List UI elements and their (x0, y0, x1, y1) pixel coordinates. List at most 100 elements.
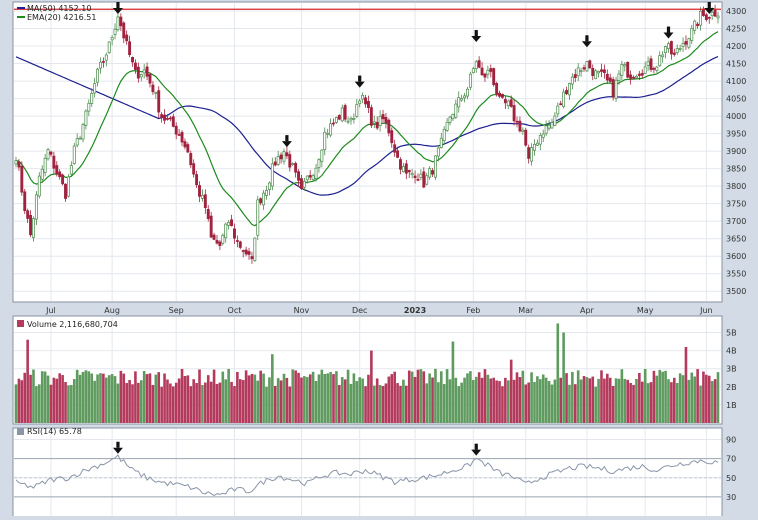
candle (500, 93, 504, 99)
candle (334, 116, 338, 124)
candle (337, 114, 341, 121)
candle (282, 148, 286, 165)
volume-bar (145, 374, 149, 423)
volume-bar (171, 386, 175, 423)
volume-bar (177, 378, 181, 423)
candle (614, 76, 618, 102)
candle (387, 118, 391, 137)
volume-bar (128, 380, 131, 423)
volume-bar (495, 380, 498, 423)
candle (530, 143, 534, 166)
volume-bar (317, 374, 321, 423)
candle (445, 118, 449, 132)
volume-bar (244, 370, 248, 423)
volume-bar (198, 369, 201, 423)
candle (195, 170, 199, 188)
candle (483, 72, 487, 82)
volume-bar (617, 378, 621, 423)
volume-bar (154, 374, 158, 423)
volume-bar (375, 378, 379, 423)
volume-bar (268, 377, 271, 423)
volume-bar (416, 369, 420, 423)
candle (332, 118, 335, 127)
volume-bar (509, 359, 513, 423)
date-tick-label: Sep (169, 306, 184, 315)
volume-bar (582, 376, 586, 423)
candle (227, 219, 231, 230)
candle (61, 173, 65, 186)
volume-bar (189, 386, 193, 423)
volume-bar (673, 377, 676, 423)
volume-bar (282, 373, 286, 423)
volume-bar (521, 370, 525, 423)
volume-bar (271, 354, 274, 423)
candle (78, 135, 82, 140)
rsi-tick-label: 70 (726, 455, 736, 464)
volume-bar (78, 374, 82, 423)
candle (58, 169, 62, 180)
volume-bar (58, 373, 61, 423)
volume-bar (533, 382, 536, 423)
price-tick-label: 3550 (726, 270, 746, 279)
volume-bar (629, 382, 632, 423)
volume-bar (81, 371, 85, 423)
date-tick-label: Dec (352, 306, 367, 315)
volume-bar (463, 377, 466, 423)
candle (605, 69, 609, 84)
candle (611, 76, 615, 101)
volume-bar (67, 385, 70, 423)
candle (707, 16, 711, 24)
volume-bar (291, 369, 295, 423)
candle (343, 103, 347, 122)
volume-bar (434, 368, 437, 423)
candle (594, 68, 598, 80)
candle (358, 98, 362, 108)
candle (131, 56, 134, 67)
volume-bar (705, 374, 708, 423)
candle (224, 222, 228, 243)
candle (533, 139, 536, 156)
volume-bar (681, 375, 685, 423)
volume-bar (17, 378, 21, 423)
candle (562, 88, 566, 109)
volume-bar (320, 369, 324, 423)
candle (431, 168, 434, 178)
candle (629, 70, 633, 85)
volume-bar (501, 386, 504, 423)
volume-bar (314, 380, 318, 423)
candle (238, 240, 242, 250)
candle (436, 144, 440, 162)
price-axis: 3500 3550 3600 3650 3700 3750 3800 3850 3900 3950… (726, 7, 746, 296)
price-tick-label: 4000 (726, 112, 746, 121)
candle (128, 35, 132, 58)
candle (340, 104, 344, 123)
price-grid (14, 3, 721, 301)
candle (693, 19, 697, 35)
volume-bar (588, 378, 592, 423)
candle (55, 161, 59, 177)
rsi-peak-arrows (112, 441, 482, 456)
candle (326, 128, 330, 139)
volume-bar (335, 371, 338, 423)
volume-bar (38, 384, 41, 423)
candle (200, 189, 204, 202)
volume-bar (102, 373, 105, 423)
peak-arrow (112, 2, 123, 14)
candle (349, 116, 353, 125)
candle (375, 116, 379, 131)
rsi-tick-label: 30 (726, 493, 736, 502)
volume-bar (687, 379, 691, 423)
candle (378, 110, 382, 132)
volume-bar (206, 375, 210, 423)
volume-bar (84, 370, 88, 423)
peak-arrow (281, 135, 292, 148)
volume-bar (238, 379, 242, 423)
volume-bar (544, 377, 548, 423)
candle (652, 66, 656, 74)
candle (101, 57, 105, 68)
volume-bar (693, 376, 696, 423)
volume-bar (259, 370, 262, 423)
volume-bar (422, 371, 426, 423)
date-tick-label: Oct (228, 306, 242, 315)
volume-bar (451, 341, 455, 423)
